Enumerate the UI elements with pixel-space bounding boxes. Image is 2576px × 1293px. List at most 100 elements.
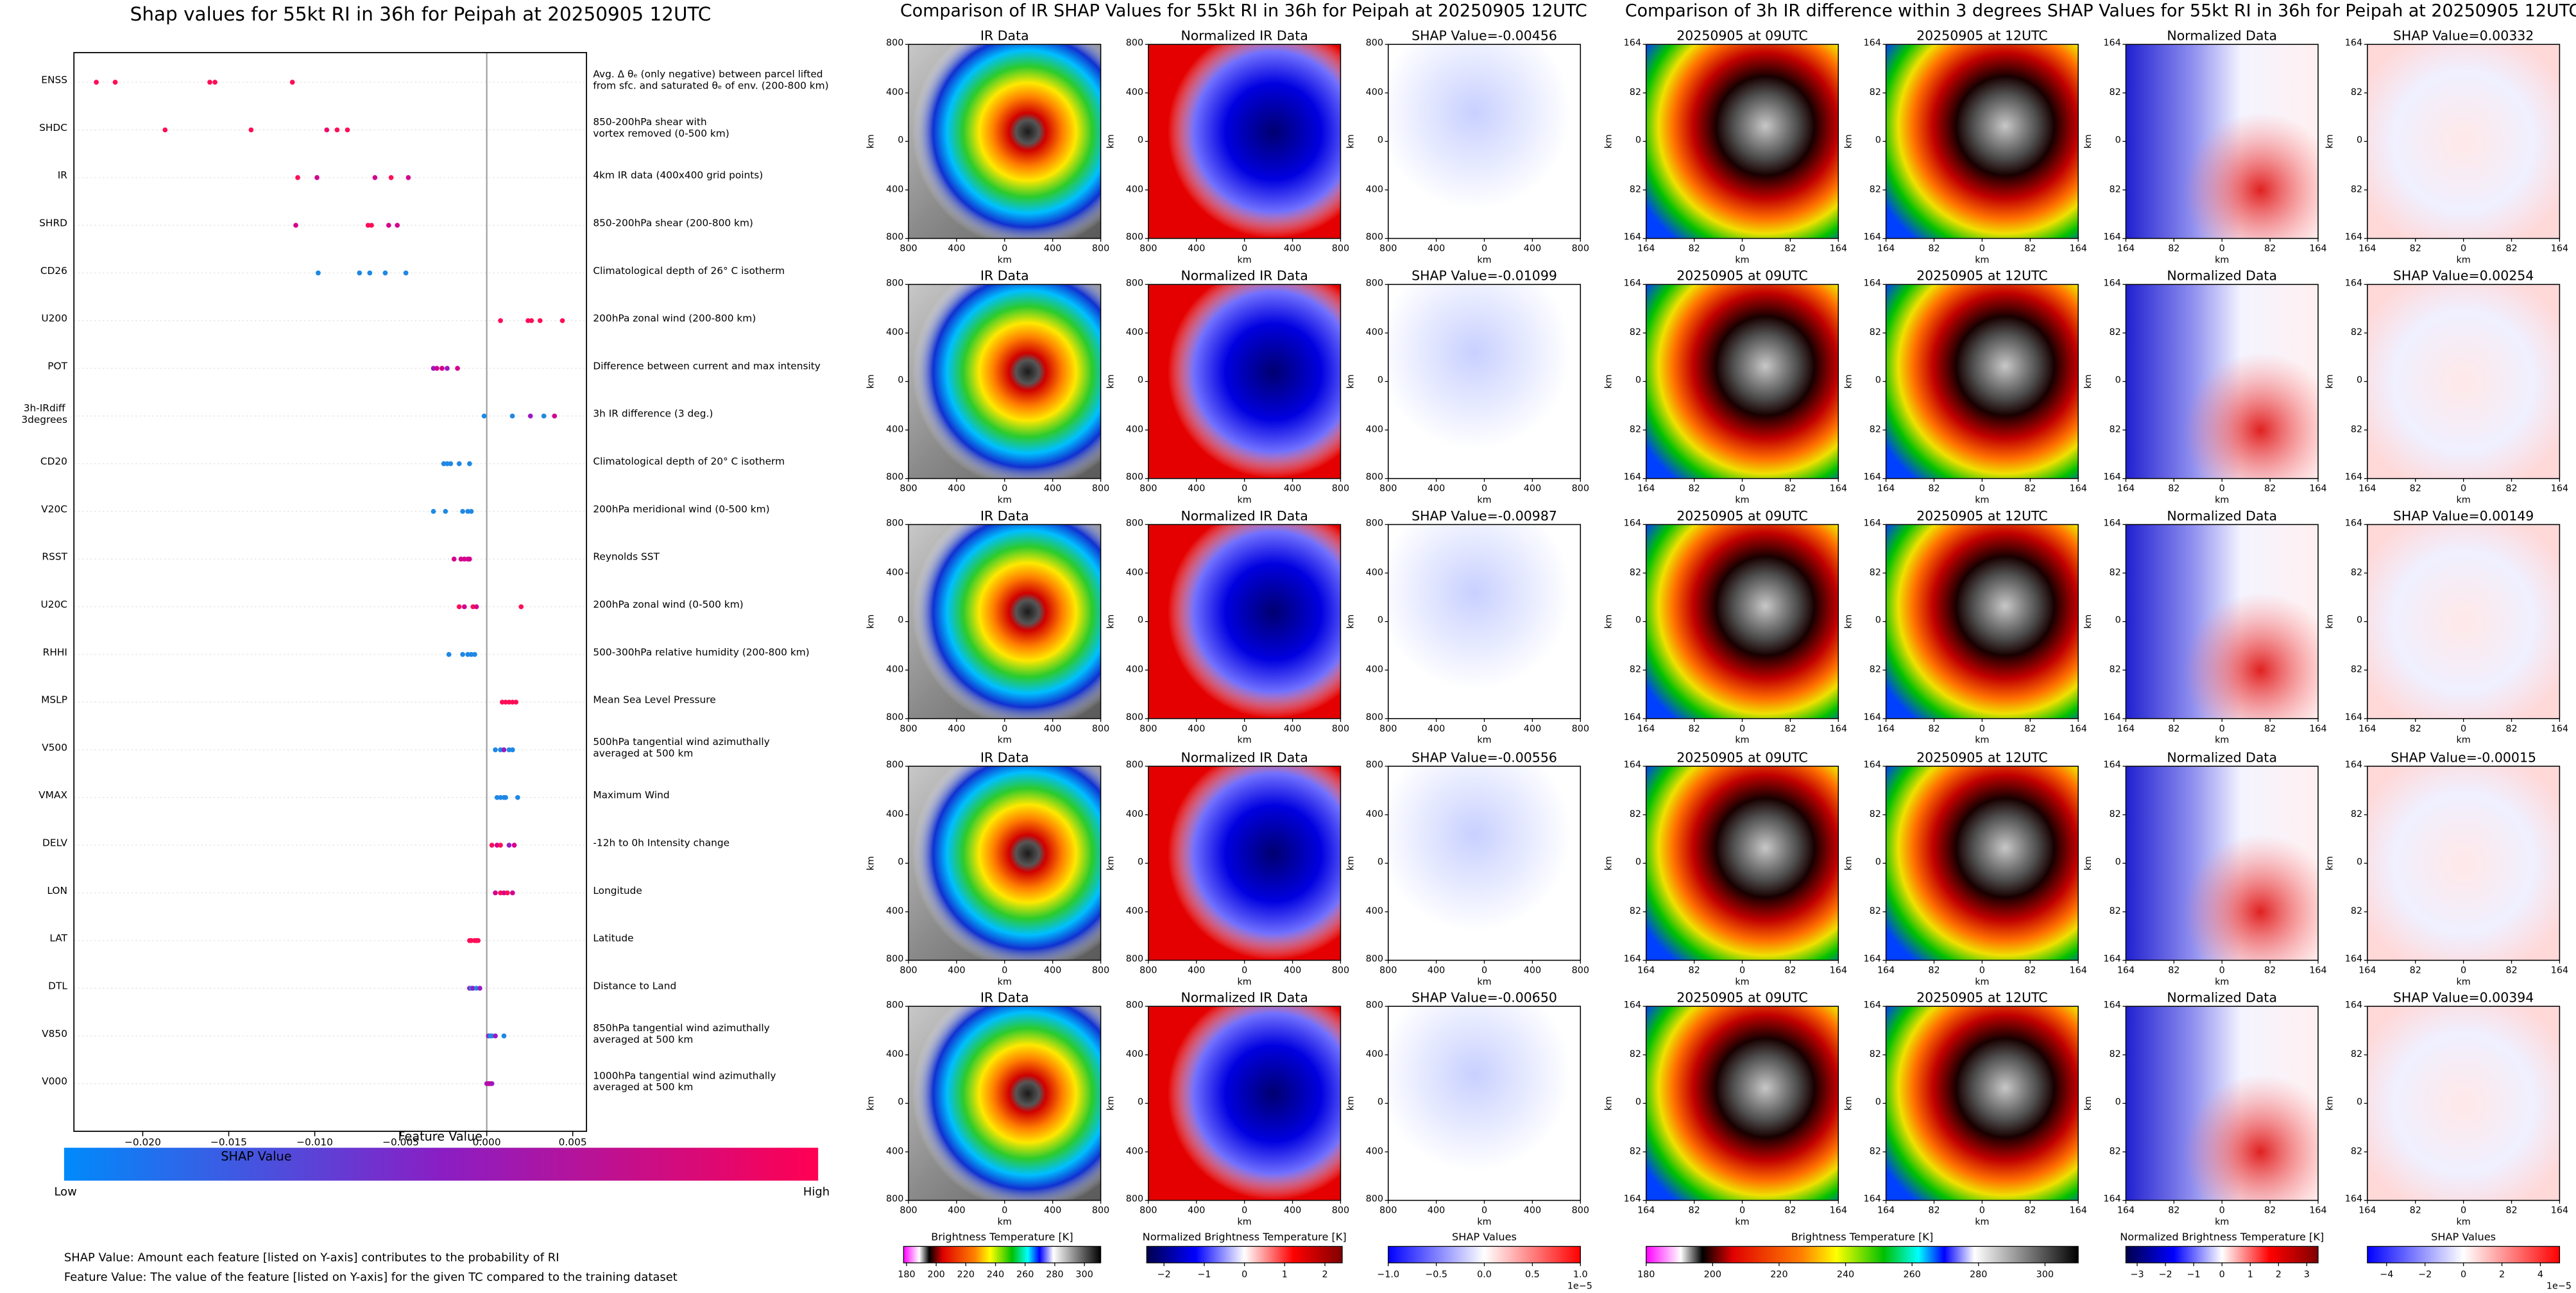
x-tick-label: −0.015 (210, 1137, 247, 1149)
x-tick-label: 82 (2409, 1206, 2421, 1217)
point (470, 604, 476, 610)
point (94, 80, 99, 85)
panel-title: 20250905 at 09UTC (1676, 990, 1808, 1006)
colorbar-tick-label: −1 (1197, 1271, 1211, 1281)
y-tick-label: 800 (1125, 1001, 1144, 1011)
x-tick-label: 82 (1688, 1206, 1700, 1217)
x-tick-label: 164 (1637, 1206, 1655, 1217)
point (395, 223, 400, 228)
point (456, 461, 462, 467)
x-axis-label: km (1975, 496, 1990, 506)
colorbar-tick-label: 300 (1075, 1271, 1093, 1281)
y-tick-label: 400 (1365, 906, 1384, 917)
y-tick-label: 0 (1875, 376, 1881, 386)
colorbar (2125, 1246, 2319, 1263)
image (2126, 524, 2319, 719)
image (2367, 1006, 2560, 1201)
point (518, 604, 524, 610)
y-tick-label: 164 (1863, 955, 1881, 965)
x-tick-label: 164 (2117, 244, 2135, 255)
colorbar-tick-label: 4 (2537, 1271, 2544, 1281)
x-tick-label: 82 (2024, 724, 2036, 735)
y-tick-label: 800 (1125, 39, 1144, 49)
y-tick-label: 82 (2350, 87, 2363, 98)
point (506, 699, 512, 705)
x-tick-label: 82 (2505, 484, 2518, 495)
y-tick-label: 400 (1365, 327, 1384, 338)
y-axis-label: km (1107, 856, 1117, 871)
x-tick-label: 164 (1637, 244, 1655, 255)
y-tick-label: 800 (1365, 279, 1384, 289)
image (908, 284, 1101, 479)
point (510, 890, 515, 896)
point (470, 986, 476, 991)
y-tick-label: 0 (1377, 858, 1384, 868)
feature-label: IR (57, 170, 67, 182)
x-tick-label: 400 (1523, 1206, 1542, 1217)
y-axis-label: km (1605, 134, 1615, 149)
point (460, 509, 465, 514)
x-tick-label: 82 (2168, 724, 2180, 735)
x-tick-label: 800 (1139, 244, 1157, 255)
x-tick-label: 164 (2550, 244, 2569, 255)
x-tick-label: 82 (2024, 244, 2036, 255)
x-tick-label: 0 (1481, 966, 1488, 977)
y-tick-label: 164 (1863, 279, 1881, 289)
point (112, 80, 118, 85)
feature-label: V850 (42, 1028, 67, 1040)
y-tick-label: 82 (2109, 809, 2121, 819)
x-tick-label: 400 (948, 484, 966, 495)
colorbar-tick-label: −4 (2380, 1271, 2394, 1281)
x-tick-label: 0 (1739, 966, 1746, 977)
x-tick-label: 164 (2358, 724, 2376, 735)
image (1388, 524, 1581, 719)
x-tick-label: 164 (2117, 966, 2135, 977)
colorbar-tick-label: 0 (1241, 1271, 1248, 1281)
panel-title: IR Data (980, 990, 1029, 1006)
feature-label: 3h-IRdiff 3degrees (21, 403, 67, 426)
image (1646, 284, 1839, 479)
y-tick-label: 82 (1869, 424, 1881, 435)
feature-description: Mean Sea Level Pressure (593, 694, 716, 706)
point (334, 127, 340, 133)
point (489, 1081, 495, 1086)
y-tick-label: 400 (1125, 184, 1144, 195)
x-axis-label: km (1477, 496, 1492, 506)
y-tick-label: 0 (2357, 616, 2363, 626)
x-tick-label: 0 (1979, 966, 1985, 977)
x-axis-label: km (2215, 736, 2230, 746)
x-tick-label: 800 (1331, 484, 1350, 495)
y-tick-label: 800 (1125, 1195, 1144, 1205)
x-tick-label: 0 (1979, 724, 1985, 735)
point (461, 604, 467, 610)
image (1388, 766, 1581, 961)
y-tick-label: 82 (2109, 184, 2121, 195)
point (162, 127, 168, 133)
point (552, 413, 558, 419)
x-tick-label: 800 (1379, 484, 1397, 495)
y-axis-label: km (1347, 856, 1357, 871)
colorbar-tick-label: 2 (1322, 1271, 1328, 1281)
panel-title: Normalized Data (2167, 268, 2278, 284)
y-axis-label: km (1107, 374, 1117, 389)
y-axis-label: km (2084, 374, 2095, 389)
x-tick-label: 400 (1283, 966, 1302, 977)
x-tick-label: 164 (2309, 1206, 2327, 1217)
colorbar-tick-label: 0.0 (1477, 1271, 1492, 1281)
colorbar (1388, 1246, 1581, 1263)
y-tick-label: 82 (2109, 424, 2121, 435)
x-tick-label: 82 (1784, 1206, 1796, 1217)
y-tick-label: 800 (885, 519, 904, 529)
point (468, 938, 474, 943)
x-tick-label: 800 (900, 484, 917, 495)
y-tick-label: 82 (2109, 1146, 2121, 1157)
y-tick-label: 800 (1365, 1195, 1384, 1205)
image (908, 44, 1101, 239)
x-tick-label: 400 (1523, 966, 1542, 977)
x-tick-label: 164 (2069, 484, 2087, 495)
x-tick-label: 82 (2505, 966, 2518, 977)
image (1886, 44, 2079, 239)
x-tick-label: −0.010 (296, 1137, 333, 1149)
y-tick-label: 400 (1125, 424, 1144, 435)
point (529, 318, 534, 323)
